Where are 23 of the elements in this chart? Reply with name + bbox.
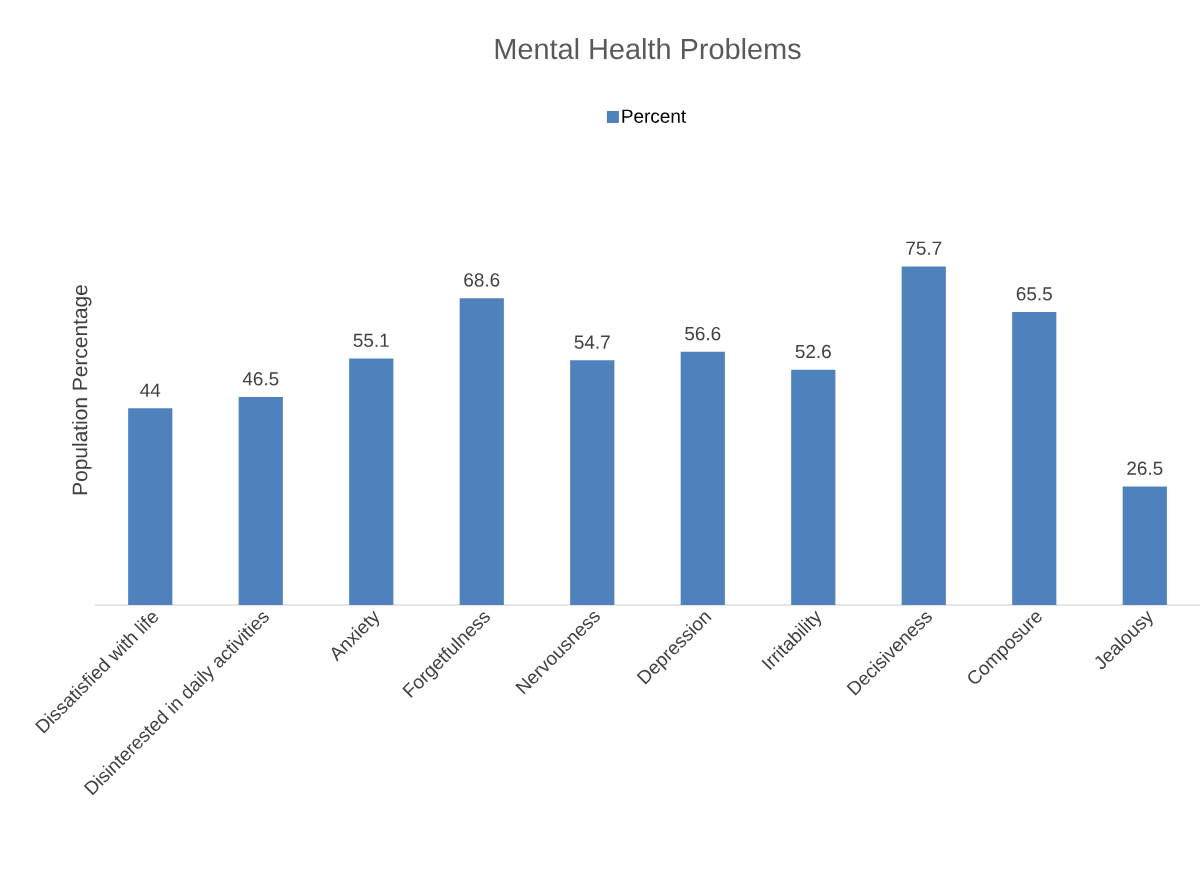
data-label: 56.6: [685, 326, 721, 341]
bar: [1012, 312, 1057, 605]
data-label: 68.6: [464, 273, 500, 287]
bar: [791, 369, 836, 605]
bar: [128, 408, 173, 605]
bar: [570, 360, 615, 605]
bar: [459, 298, 504, 605]
data-label: 46.5: [242, 372, 279, 386]
chart-title: Mental Health Problems: [495, 38, 801, 60]
legend-label: Percent: [622, 109, 686, 123]
y-axis-title: Population Percentage: [71, 285, 92, 495]
bar: [1122, 486, 1167, 605]
bar: [680, 351, 725, 605]
data-label: 52.6: [795, 344, 831, 359]
data-label: 55.1: [353, 333, 389, 348]
bar: [238, 397, 283, 605]
data-label: 54.7: [574, 335, 610, 349]
bar: [349, 358, 394, 605]
data-label: 75.7: [906, 241, 942, 255]
data-label: 26.5: [1127, 461, 1163, 475]
data-label: 44: [140, 383, 161, 397]
bar: [901, 266, 946, 605]
data-label: 65.5: [1016, 287, 1052, 301]
